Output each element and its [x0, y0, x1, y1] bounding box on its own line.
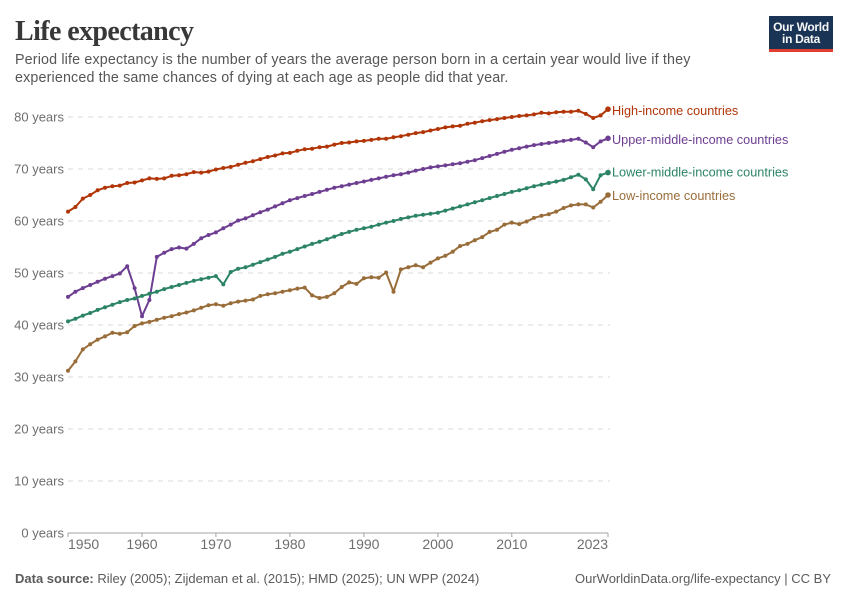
svg-text:70 years: 70 years	[14, 162, 64, 177]
svg-text:1990: 1990	[348, 536, 379, 552]
svg-text:Low-income countries: Low-income countries	[612, 189, 735, 203]
svg-text:1970: 1970	[200, 536, 231, 552]
svg-text:1950: 1950	[68, 536, 99, 552]
svg-text:2010: 2010	[496, 536, 527, 552]
svg-text:60 years: 60 years	[14, 214, 64, 229]
svg-text:30 years: 30 years	[14, 370, 64, 385]
svg-text:10 years: 10 years	[14, 474, 64, 489]
svg-text:1980: 1980	[274, 536, 305, 552]
svg-text:High-income countries: High-income countries	[612, 104, 738, 118]
svg-text:40 years: 40 years	[14, 318, 64, 333]
svg-text:2000: 2000	[422, 536, 453, 552]
svg-text:20 years: 20 years	[14, 422, 64, 437]
svg-text:Upper-middle-income countries: Upper-middle-income countries	[612, 133, 788, 147]
svg-text:1960: 1960	[126, 536, 157, 552]
svg-text:Lower-middle-income countries: Lower-middle-income countries	[612, 166, 788, 180]
svg-text:80 years: 80 years	[14, 110, 64, 125]
svg-text:50 years: 50 years	[14, 266, 64, 281]
svg-text:0 years: 0 years	[21, 526, 64, 541]
svg-text:2023: 2023	[577, 536, 608, 552]
